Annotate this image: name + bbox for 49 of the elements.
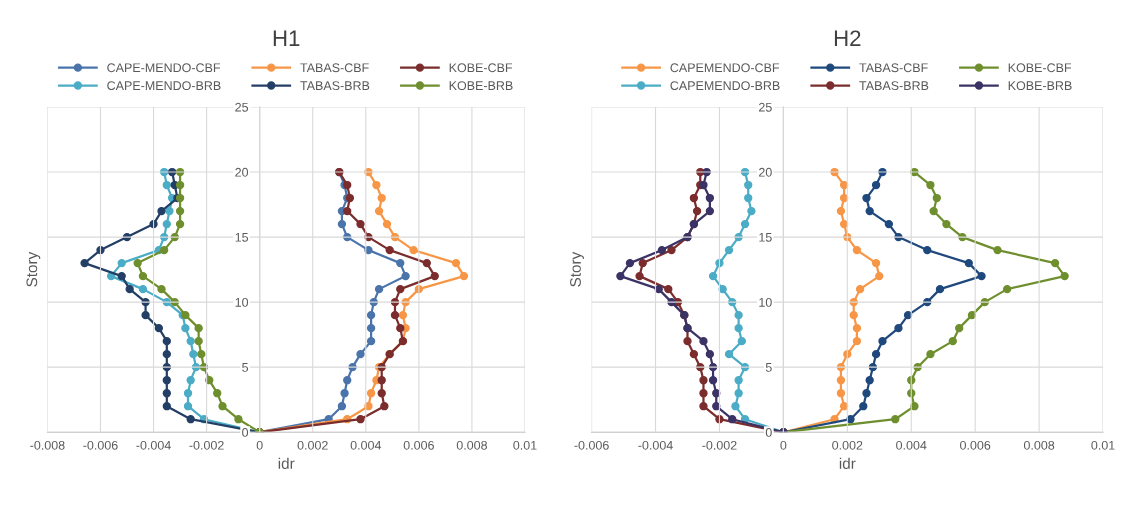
legend-label: CAPE-MENDO-CBF [107,63,221,73]
chart-title: H1 [273,30,300,46]
legend-label: KOBE-BRB [1008,81,1072,91]
y-tick-label: 5 [765,363,772,372]
y-tick-label: 5 [242,363,249,372]
x-tick-label: 0.002 [832,440,863,450]
legend-label: CAPE-MENDO-BRB [107,81,221,91]
y-tick-label: 15 [235,233,249,242]
y-tick-label: 25 [235,102,249,112]
legend-label: TABAS-BRB [300,81,370,91]
y-tick-label: 0 [765,428,772,437]
x-tick-label: 0.008 [1023,440,1055,450]
y-tick-label: 20 [759,167,772,177]
y-tick-label: 20 [235,167,249,177]
x-tick-label: -0.004 [136,440,171,450]
legend-label: TABAS-CBF [300,63,369,73]
x-tick-label: -0.006 [83,440,118,450]
legend-label: TABAS-CBF [859,63,928,73]
legend-label: CAPEMENDO-BRB [670,81,780,91]
y-tick-label: 25 [759,102,772,112]
y-tick-label: 15 [759,233,772,242]
legend-label: KOBE-CBF [1008,63,1072,73]
x-tick-label: -0.002 [189,440,224,450]
x-tick-label: 0 [780,440,787,450]
x-tick-label: -0.002 [702,440,737,450]
y-axis-title: Story [26,251,41,287]
y-tick-label: 10 [235,297,249,307]
legend-label: KOBE-CBF [449,63,513,73]
x-axis-title: idr [278,457,295,469]
x-tick-label: 0 [256,440,263,450]
x-axis-title: idr [839,457,856,469]
x-tick-label: 0.008 [456,440,488,450]
x-tick-label: 0.006 [403,440,434,450]
x-tick-label: 0.004 [896,440,927,450]
x-tick-label: -0.006 [574,440,609,450]
legend-label: TABAS-BRB [859,81,929,91]
x-tick-label: -0.004 [638,440,673,450]
legend-label: KOBE-BRB [449,81,513,91]
legend-label: CAPEMENDO-CBF [670,63,780,73]
x-tick-label: -0.008 [30,440,65,450]
x-tick-label: 0.004 [350,440,382,450]
x-tick-label: 0.002 [297,440,328,450]
chart-title: H2 [834,30,861,46]
x-tick-label: 0.01 [513,440,537,450]
y-tick-label: 10 [759,297,772,307]
y-axis-title: Story [570,251,584,287]
y-tick-label: 0 [242,428,249,437]
x-tick-label: 0.006 [960,440,991,450]
x-tick-label: 0.01 [1091,440,1115,450]
